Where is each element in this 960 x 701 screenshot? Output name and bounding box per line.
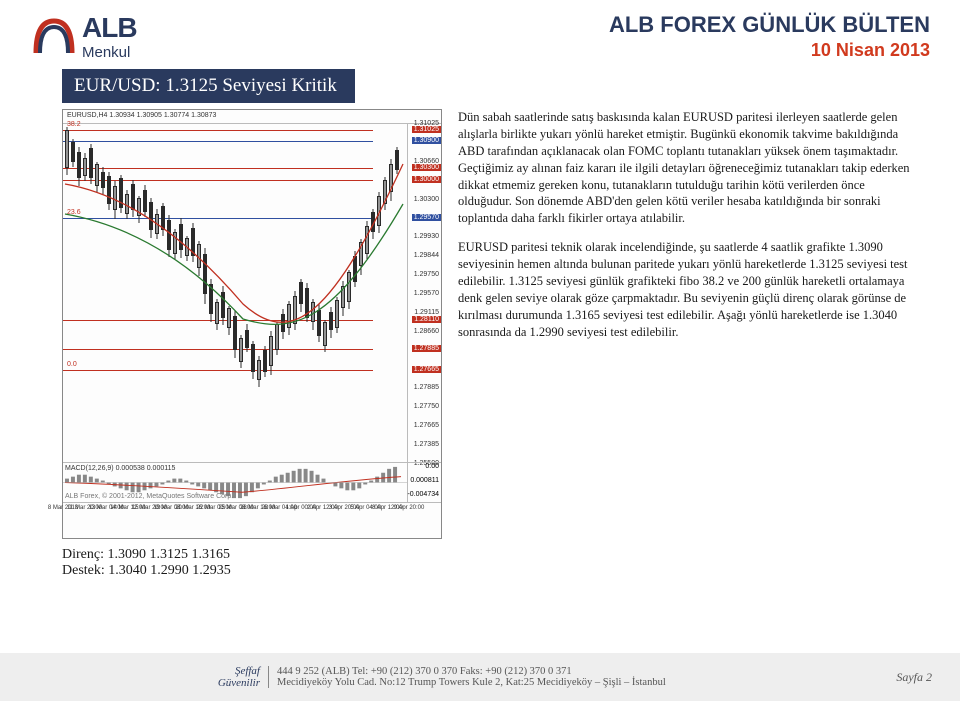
footer-tag-2: Güvenilir	[28, 677, 260, 689]
bulletin-date: 10 Nisan 2013	[609, 40, 930, 61]
resistance-line: Direnç: 1.3090 1.3125 1.3165	[62, 547, 442, 563]
support-line: Destek: 1.3040 1.2990 1.2935	[62, 563, 442, 579]
footer-tag-1: Şeffaf	[28, 665, 260, 677]
paragraph-2: EURUSD paritesi teknik olarak incelendiğ…	[458, 239, 920, 340]
price-chart: EURUSD,H4 1.30934 1.30905 1.30774 1.3087…	[62, 109, 442, 539]
bulletin-title: ALB FOREX GÜNLÜK BÜLTEN 10 Nisan 2013	[609, 12, 930, 61]
footer-address: Mecidiyeköy Yolu Cad. No:12 Trump Towers…	[277, 677, 884, 688]
macd-y-axis: 0.000.000811-0.004734	[407, 462, 441, 502]
logo-mark-icon	[30, 13, 78, 61]
chart-x-axis: 8 Mar 201311 Mar 20:0013 Mar 04:0014 Mar…	[63, 502, 441, 522]
header: ALB Menkul ALB FOREX GÜNLÜK BÜLTEN 10 Ni…	[30, 12, 930, 61]
bulletin-title-text: ALB FOREX GÜNLÜK BÜLTEN	[609, 12, 930, 38]
footer-page: Sayfa 2	[884, 670, 932, 685]
analysis-text: Dün sabah saatlerinde satış baskısında k…	[458, 109, 930, 579]
footer: Şeffaf Güvenilir 444 9 252 (ALB) Tel: +9…	[0, 653, 960, 701]
macd-label: MACD(12,26,9) 0.000538 0.000115	[65, 465, 175, 472]
chart-watermark: ALB Forex, © 2001-2012, MetaQuotes Softw…	[65, 493, 233, 500]
section-title: EUR/USD: 1.3125 Seviyesi Kritik	[62, 69, 355, 103]
logo-text-menkul: Menkul	[82, 44, 137, 61]
logo: ALB Menkul	[30, 12, 137, 61]
chart-y-axis: 1.310251.309001.306601.304801.303001.301…	[407, 124, 441, 462]
footer-contact: 444 9 252 (ALB) Tel: +90 (212) 370 0 370…	[277, 666, 884, 677]
logo-text-alb: ALB	[82, 12, 137, 44]
chart-instrument-bar: EURUSD,H4 1.30934 1.30905 1.30774 1.3087…	[63, 110, 441, 124]
paragraph-1: Dün sabah saatlerinde satış baskısında k…	[458, 109, 920, 227]
